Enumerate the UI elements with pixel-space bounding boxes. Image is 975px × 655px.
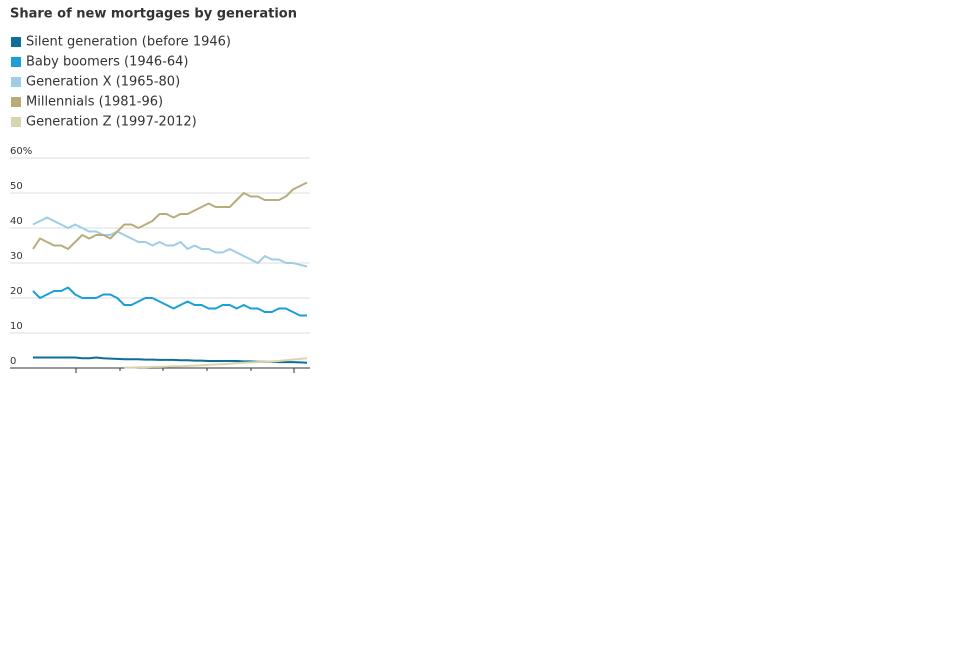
legend-swatch: [11, 77, 21, 87]
y-tick-label: 30: [10, 251, 23, 262]
legend-label: Silent generation (before 1946): [26, 35, 231, 50]
series-line: [32, 181, 308, 250]
legend-label: Generation Z (1997-2012): [26, 115, 197, 130]
series-line: [32, 216, 308, 268]
legend-label: Baby boomers (1946-64): [26, 55, 189, 70]
series-line: [124, 357, 308, 369]
legend-swatch: [11, 37, 21, 47]
legend-swatch: [11, 117, 21, 127]
legend-label: Millennials (1981-96): [26, 95, 163, 110]
y-tick-label: 40: [10, 216, 23, 227]
y-tick-label: 10: [10, 321, 23, 332]
series-line: [32, 286, 307, 317]
legend-label: Generation X (1965-80): [26, 75, 180, 90]
legend-swatch: [11, 97, 21, 107]
y-tick-label: 50: [10, 181, 23, 192]
y-tick-label: 60%: [10, 146, 32, 157]
legend-swatch: [11, 57, 21, 67]
chart-title: Share of new mortgages by generation: [10, 7, 297, 22]
y-tick-label: 20: [10, 286, 23, 297]
y-tick-label: 0: [10, 356, 16, 367]
x-axis-ticks: [75, 368, 295, 373]
